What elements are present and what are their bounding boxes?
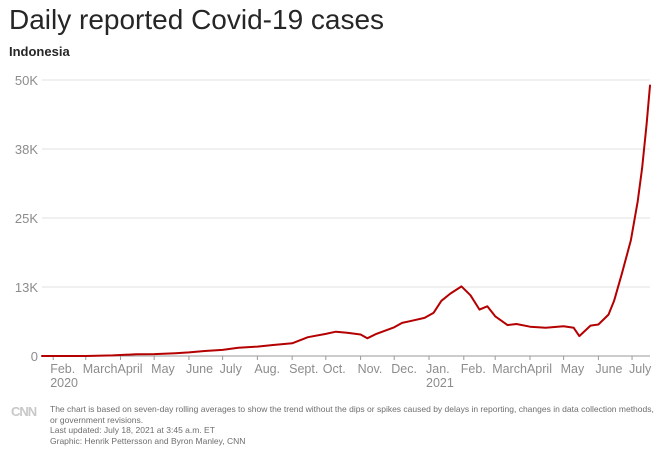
x-tick-label: May: [151, 362, 175, 376]
x-tick-label: April: [118, 362, 143, 376]
x-tick-year: 2020: [50, 376, 78, 390]
cnn-logo: CNN: [11, 404, 37, 419]
y-tick-label: 38K: [15, 142, 38, 157]
x-tick-label: June: [186, 362, 213, 376]
x-tick-label: March: [492, 362, 527, 376]
x-tick-label: Dec.: [391, 362, 417, 376]
footer-updated: Last updated: July 18, 2021 at 3:45 a.m.…: [50, 425, 215, 435]
y-axis: 0 13K 25K 38K 50K: [15, 73, 38, 364]
grid-layer: [42, 79, 650, 360]
footer-note: The chart is based on seven-day rolling …: [50, 404, 654, 425]
y-tick-label: 0: [31, 349, 38, 364]
x-tick-label: Feb.: [461, 362, 486, 376]
x-tick-label: May: [561, 362, 585, 376]
chart-subtitle: Indonesia: [9, 44, 70, 59]
x-tick-label: March: [83, 362, 118, 376]
x-tick-label: July: [220, 362, 243, 376]
y-tick-label: 25K: [15, 211, 38, 226]
x-tick-label: April: [527, 362, 552, 376]
x-tick-label: Oct.: [323, 362, 346, 376]
footer-credit: Graphic: Henrik Pettersson and Byron Man…: [50, 435, 246, 446]
x-tick-label: Feb.: [50, 362, 75, 376]
footer-notes: The chart is based on seven-day rolling …: [50, 404, 655, 446]
x-tick-label: Jan.: [426, 362, 450, 376]
y-tick-label: 50K: [15, 73, 38, 88]
x-tick-year: 2021: [426, 376, 454, 390]
x-tick-label: Aug.: [254, 362, 280, 376]
x-tick-label: July: [629, 362, 652, 376]
x-tick-label: Sept.: [289, 362, 318, 376]
series-layer: [41, 84, 651, 357]
y-tick-label: 13K: [15, 280, 38, 295]
x-tick-label: Nov.: [358, 362, 383, 376]
chart-title: Daily reported Covid-19 cases: [9, 4, 385, 35]
x-tick-label: June: [595, 362, 622, 376]
series-line-0: [41, 84, 651, 357]
